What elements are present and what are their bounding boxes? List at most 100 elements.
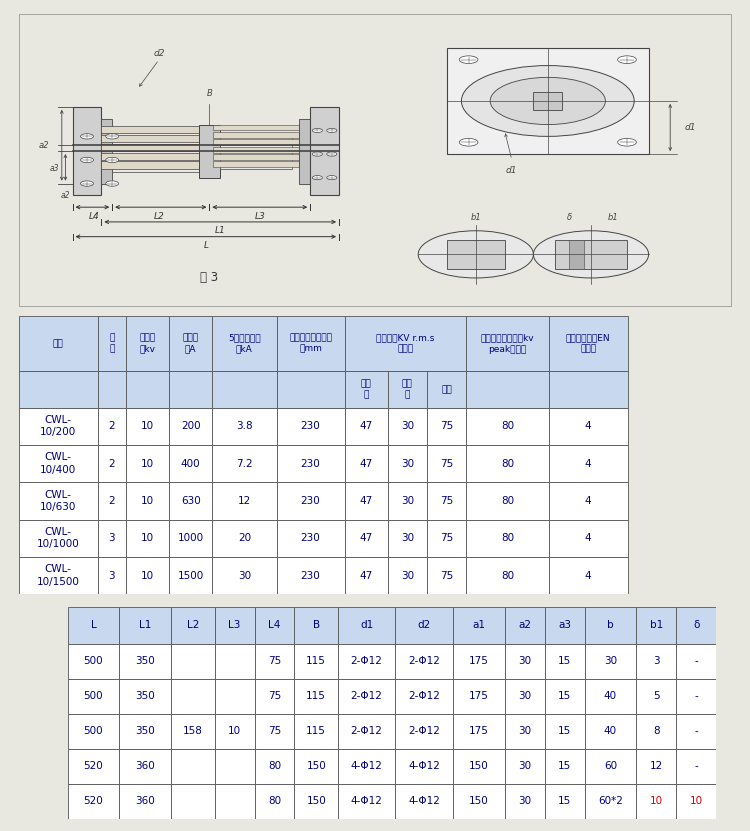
Text: CWL-
10/1000: CWL- 10/1000 bbox=[37, 527, 80, 549]
Text: L: L bbox=[203, 241, 208, 250]
Bar bbox=[453, 784, 505, 819]
Text: 47: 47 bbox=[359, 534, 373, 543]
Bar bbox=[101, 144, 209, 151]
Text: 10: 10 bbox=[650, 796, 663, 806]
Text: 4: 4 bbox=[585, 459, 592, 469]
Bar bbox=[171, 784, 214, 819]
Bar bbox=[505, 644, 544, 679]
Text: 150: 150 bbox=[306, 796, 326, 806]
Bar bbox=[214, 607, 254, 644]
Bar bbox=[549, 316, 628, 371]
Bar bbox=[569, 239, 584, 269]
Text: 干耐
受: 干耐 受 bbox=[361, 380, 371, 400]
Text: 户外端公称爬电距
离mm: 户外端公称爬电距 离mm bbox=[289, 333, 332, 354]
Text: 15: 15 bbox=[558, 796, 572, 806]
Text: 75: 75 bbox=[440, 459, 453, 469]
Text: -: - bbox=[694, 726, 698, 736]
Text: L4: L4 bbox=[88, 212, 100, 220]
Bar bbox=[171, 749, 214, 784]
Circle shape bbox=[312, 129, 322, 132]
Bar bbox=[447, 48, 649, 154]
Bar bbox=[505, 784, 544, 819]
Text: 158: 158 bbox=[183, 726, 203, 736]
Bar bbox=[549, 445, 628, 482]
Bar bbox=[126, 408, 170, 445]
Bar bbox=[544, 714, 584, 749]
Text: 500: 500 bbox=[83, 656, 104, 666]
Text: CWL-
10/200: CWL- 10/200 bbox=[40, 416, 76, 437]
Bar bbox=[544, 679, 584, 714]
Bar bbox=[310, 107, 339, 195]
Text: 2: 2 bbox=[109, 459, 115, 469]
Text: 115: 115 bbox=[306, 691, 326, 701]
Text: B: B bbox=[313, 620, 320, 630]
Text: 360: 360 bbox=[136, 761, 155, 771]
Bar bbox=[171, 714, 214, 749]
Bar bbox=[453, 607, 505, 644]
Text: 360: 360 bbox=[136, 796, 155, 806]
Bar bbox=[427, 371, 466, 408]
Bar bbox=[345, 519, 388, 557]
Bar bbox=[254, 714, 295, 749]
Text: 20: 20 bbox=[238, 534, 251, 543]
Text: 80: 80 bbox=[268, 761, 281, 771]
Circle shape bbox=[80, 157, 94, 163]
Text: 400: 400 bbox=[181, 459, 200, 469]
Text: 图 3: 图 3 bbox=[200, 272, 218, 284]
Text: 80: 80 bbox=[268, 796, 281, 806]
Bar bbox=[277, 316, 345, 371]
Bar bbox=[213, 140, 299, 145]
Text: 2-Φ12: 2-Φ12 bbox=[351, 691, 382, 701]
Text: 工频电压KV r.m.s
不小于: 工频电压KV r.m.s 不小于 bbox=[376, 333, 435, 354]
Text: 150: 150 bbox=[306, 761, 326, 771]
Text: L1: L1 bbox=[214, 226, 226, 235]
Bar bbox=[126, 445, 170, 482]
Bar bbox=[544, 784, 584, 819]
Text: 30: 30 bbox=[518, 691, 531, 701]
Text: 10: 10 bbox=[141, 421, 154, 431]
Bar bbox=[338, 784, 395, 819]
Bar bbox=[19, 316, 98, 371]
Text: 47: 47 bbox=[359, 496, 373, 506]
Text: -: - bbox=[694, 691, 698, 701]
Bar bbox=[68, 607, 119, 644]
Text: 47: 47 bbox=[359, 571, 373, 581]
Circle shape bbox=[618, 56, 636, 63]
Text: a3: a3 bbox=[50, 165, 59, 174]
Text: 4: 4 bbox=[585, 496, 592, 506]
Bar bbox=[447, 239, 505, 269]
Bar bbox=[345, 371, 388, 408]
Text: B: B bbox=[206, 89, 212, 98]
Bar bbox=[254, 607, 295, 644]
Text: L1: L1 bbox=[139, 620, 152, 630]
Bar bbox=[466, 371, 549, 408]
Text: 520: 520 bbox=[83, 761, 104, 771]
Bar bbox=[19, 557, 98, 594]
Bar bbox=[73, 107, 101, 195]
Bar bbox=[549, 557, 628, 594]
Bar bbox=[295, 679, 338, 714]
Bar bbox=[345, 557, 388, 594]
Bar bbox=[544, 644, 584, 679]
Circle shape bbox=[459, 56, 478, 63]
Bar bbox=[68, 644, 119, 679]
Text: 30: 30 bbox=[518, 656, 531, 666]
Bar bbox=[68, 679, 119, 714]
Text: 型号: 型号 bbox=[53, 339, 64, 348]
Bar bbox=[505, 679, 544, 714]
Text: -: - bbox=[694, 761, 698, 771]
Text: δ: δ bbox=[567, 213, 572, 222]
Bar bbox=[676, 679, 716, 714]
Circle shape bbox=[327, 175, 337, 179]
Text: 150: 150 bbox=[469, 761, 488, 771]
Bar bbox=[549, 482, 628, 519]
Bar bbox=[277, 445, 345, 482]
Text: a1: a1 bbox=[472, 620, 485, 630]
Bar bbox=[345, 316, 466, 371]
Bar bbox=[277, 519, 345, 557]
Bar bbox=[505, 714, 544, 749]
Circle shape bbox=[106, 157, 118, 163]
Bar bbox=[112, 130, 199, 172]
Text: a3: a3 bbox=[558, 620, 571, 630]
Bar bbox=[277, 482, 345, 519]
